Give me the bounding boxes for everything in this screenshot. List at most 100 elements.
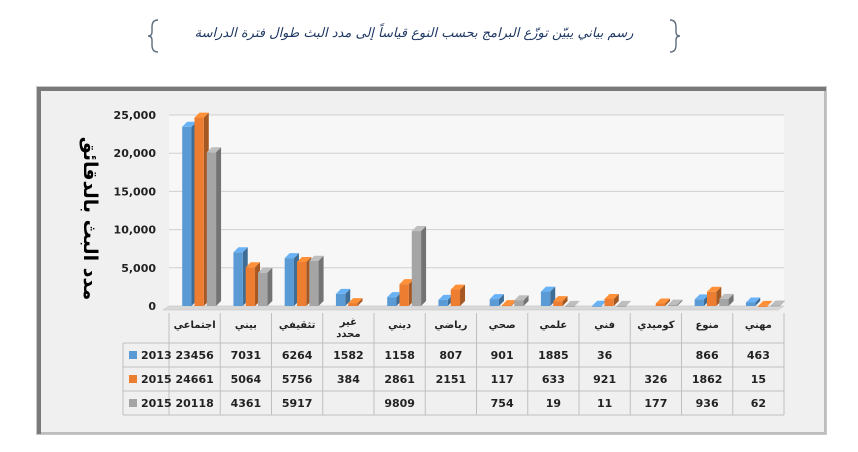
bar-side: [665, 298, 671, 306]
data-label: 1158: [384, 349, 415, 362]
category-label: مهني: [745, 320, 772, 331]
data-label: 9809: [384, 397, 415, 410]
bar-صحي-s0: [489, 299, 499, 306]
bar-صحي-s1: [501, 305, 512, 307]
bar-اجتماعي-s0: [182, 126, 192, 306]
bar-top: [553, 296, 568, 302]
legend-label: 2015: [141, 373, 172, 386]
bar-top: [206, 147, 222, 153]
bar-top: [514, 295, 529, 301]
bar-فني-s1: [604, 298, 614, 306]
bar-side: [318, 255, 324, 306]
data-label: 11: [597, 397, 612, 410]
bar-side: [562, 296, 568, 306]
data-label: 20118: [175, 397, 213, 410]
bar-side: [677, 299, 683, 306]
bar-رياضي-s0: [438, 299, 448, 306]
bar-top: [616, 300, 632, 306]
bar-علمي-s1: [553, 301, 563, 306]
bar-top: [399, 279, 414, 285]
bar-side: [755, 297, 761, 306]
caption-brackets: [147, 19, 681, 53]
bar-side: [728, 293, 734, 306]
bar-top: [770, 300, 785, 306]
data-label: 4361: [231, 397, 262, 410]
bar-غير محدد-s1: [348, 303, 358, 306]
bar-top: [258, 267, 273, 273]
data-label: 326: [644, 373, 667, 386]
data-label: 5756: [282, 373, 313, 386]
bar-top: [604, 293, 619, 299]
bar-side: [216, 147, 222, 306]
category-label: علمي: [540, 320, 568, 331]
legend-label: 2013: [141, 349, 172, 362]
data-label: 1885: [538, 349, 569, 362]
bar-top: [540, 286, 556, 292]
bar-top: [233, 247, 248, 253]
data-label: 463: [747, 349, 770, 362]
category-label: منوع: [695, 320, 718, 331]
data-label: 5917: [282, 397, 313, 410]
data-label: 936: [696, 397, 719, 410]
data-label: 901: [491, 349, 514, 362]
bar-كوميدي-s2: [668, 304, 678, 306]
data-label: 15: [751, 373, 766, 386]
data-label: 23456: [175, 349, 214, 362]
bar-بيني-s2: [258, 272, 268, 306]
bar-تثقيفي-s0: [284, 258, 294, 306]
bar-top: [694, 294, 709, 300]
data-label: 6264: [282, 349, 313, 362]
bar-بيني-s0: [233, 252, 243, 306]
bar-top: [194, 112, 209, 118]
bar-side: [498, 294, 504, 306]
bar-اجتماعي-s2: [206, 152, 217, 306]
y-tick-label: 10,000: [114, 224, 157, 237]
bar-top: [284, 253, 299, 259]
bar-side: [626, 300, 632, 306]
data-label: 177: [644, 397, 667, 410]
data-label: 1862: [692, 373, 723, 386]
data-label: 633: [542, 373, 565, 386]
bar-side: [779, 300, 785, 306]
bar-top: [348, 298, 363, 304]
data-label: 921: [593, 373, 616, 386]
bar-top: [309, 255, 324, 261]
category-label: محدد: [336, 329, 360, 340]
y-tick-label: 5,000: [121, 262, 156, 275]
bar-بيني-s1: [245, 267, 256, 306]
category-label: كوميدي: [637, 320, 674, 331]
category-label: تثقيفي: [279, 320, 316, 331]
bar-top: [565, 300, 580, 306]
data-label: 5064: [231, 373, 262, 386]
bar-ديني-s1: [399, 284, 409, 306]
category-label: رياضي: [434, 320, 467, 331]
bar-علمي-s2: [565, 305, 575, 307]
data-label: 36: [597, 349, 613, 362]
bar-كوميدي-s1: [655, 303, 666, 306]
bar-top: [719, 293, 734, 299]
bar-علمي-s0: [540, 291, 551, 306]
category-label: اجتماعي: [174, 320, 216, 331]
category-label: فني: [594, 320, 615, 331]
data-label: 1582: [333, 349, 364, 362]
bar-top: [450, 284, 466, 290]
bar-top: [758, 300, 773, 306]
bar-side: [460, 284, 466, 306]
bar-top: [655, 298, 671, 304]
category-label: صحي: [489, 320, 516, 331]
legend-swatch: [129, 375, 137, 383]
bar-side: [523, 295, 529, 306]
bar-side: [421, 226, 427, 306]
legend-label: 2015: [141, 397, 172, 410]
data-label: 62: [751, 397, 766, 410]
bar-تثقيفي-s1: [296, 262, 307, 306]
y-tick-label: 15,000: [114, 185, 157, 198]
bar-top: [411, 226, 427, 232]
bar-مهني-s2: [770, 305, 780, 307]
bar-top: [745, 297, 761, 303]
bar-top: [489, 294, 504, 300]
data-label: 754: [491, 397, 514, 410]
bar-اجتماعي-s1: [194, 117, 204, 306]
data-label: 866: [696, 349, 719, 362]
category-label: ديني: [388, 320, 411, 331]
